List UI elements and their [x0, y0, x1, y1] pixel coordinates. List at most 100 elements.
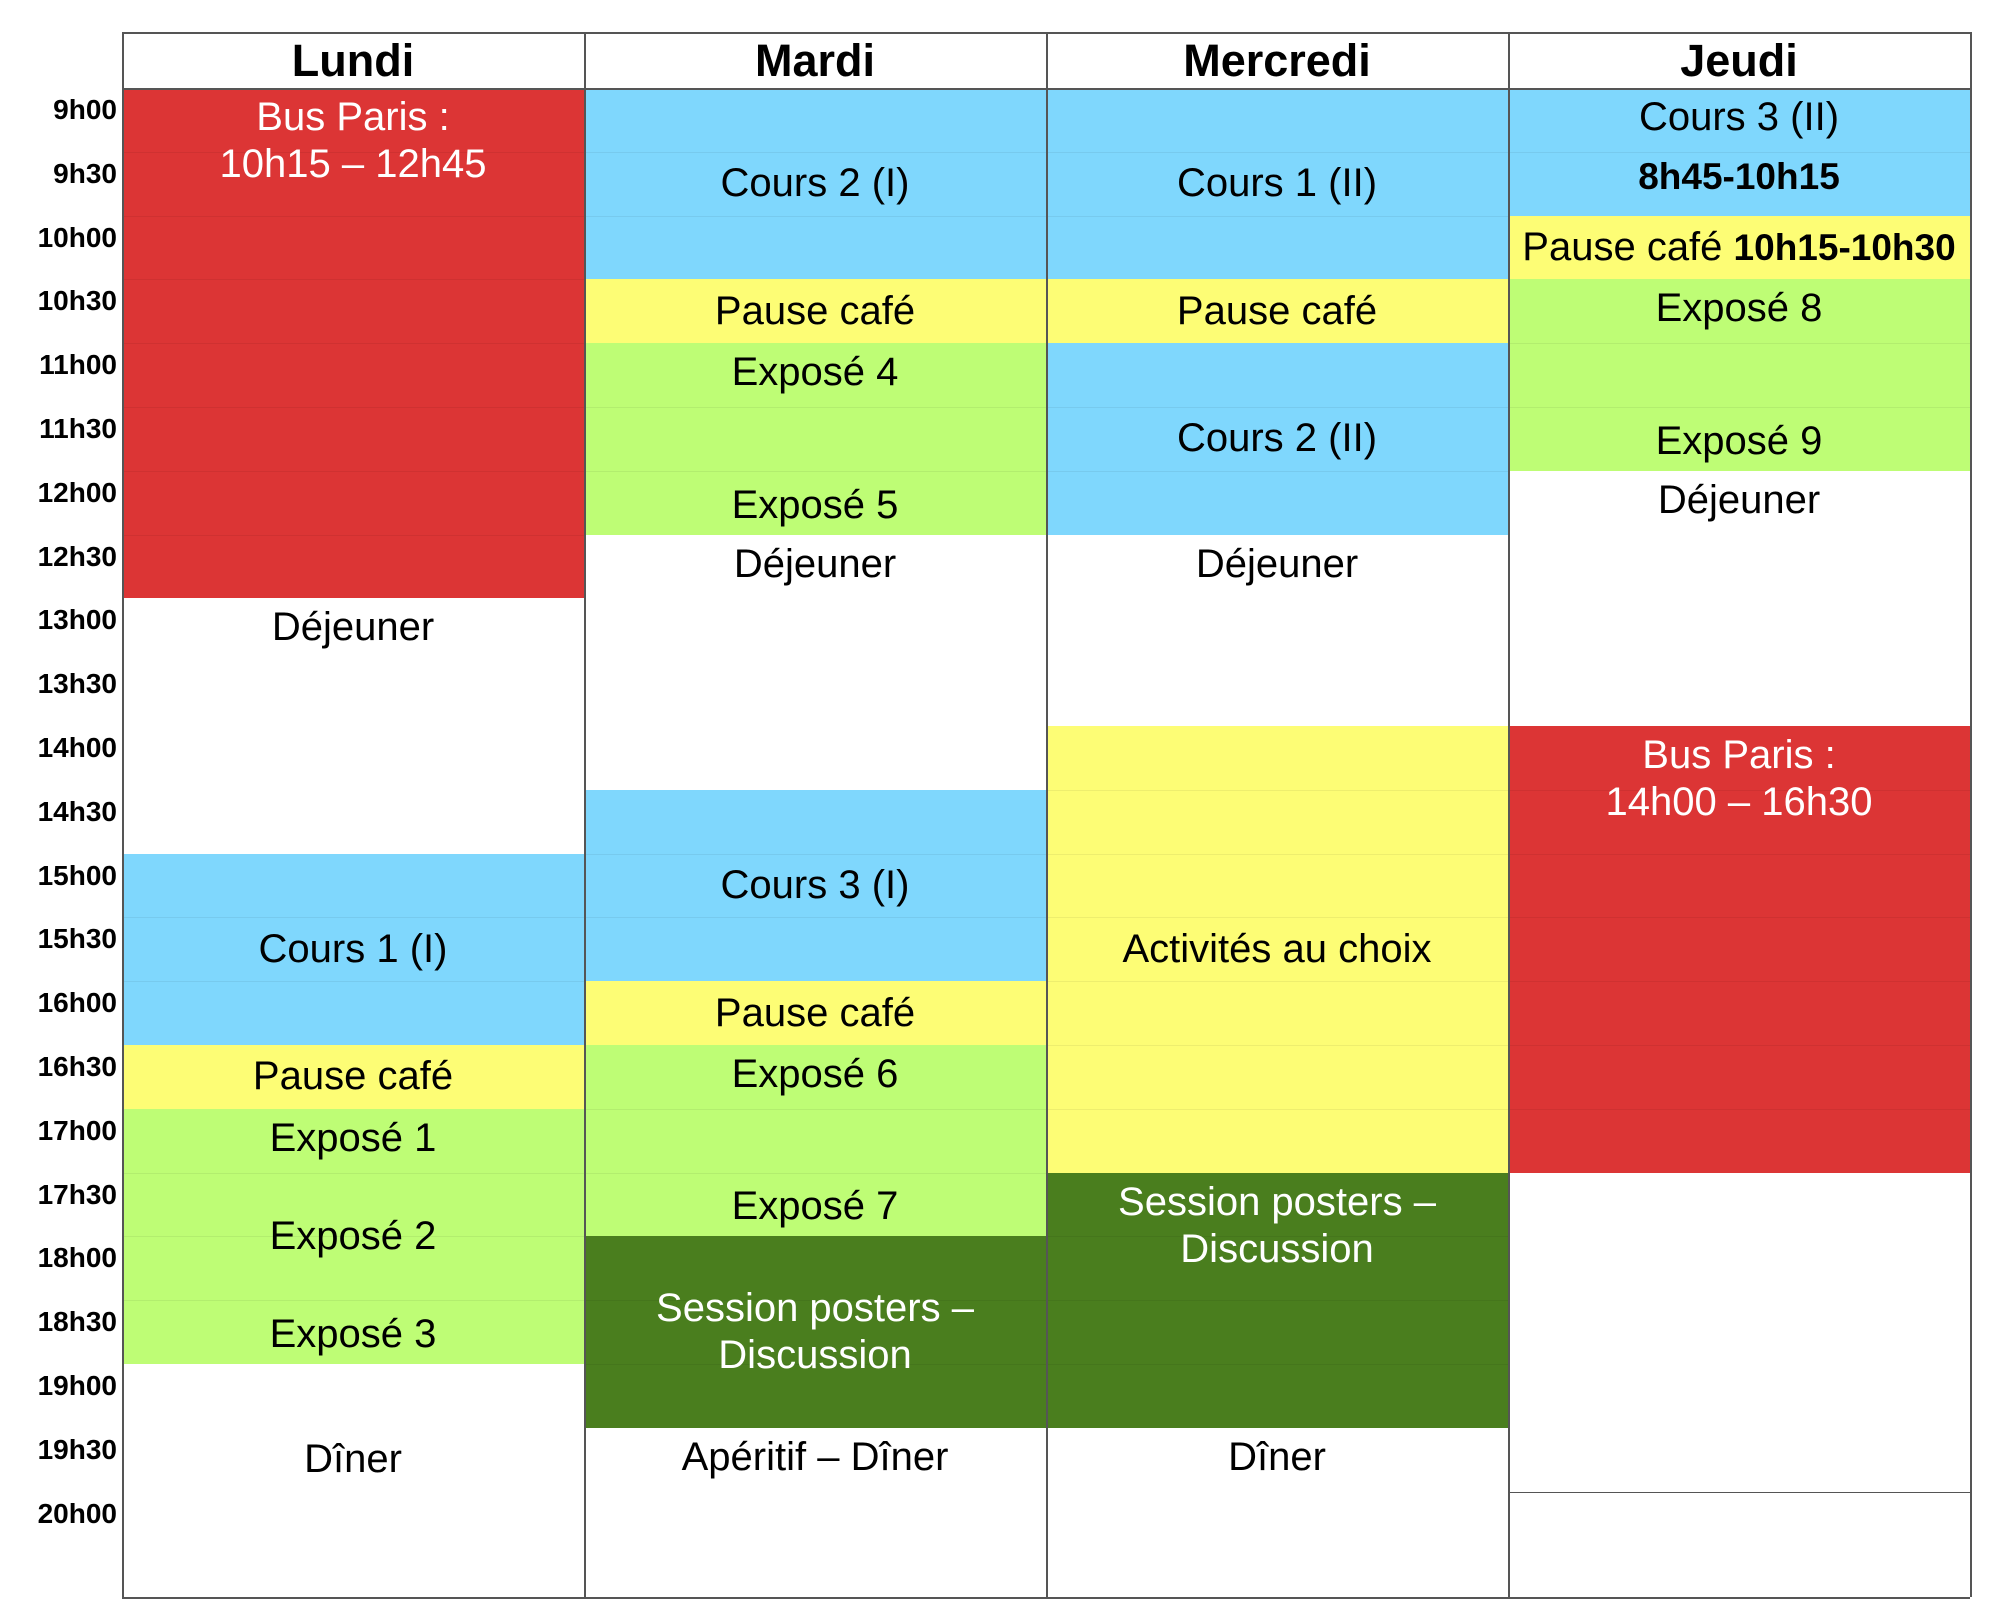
row-separator	[122, 343, 584, 345]
event-text: Bus Paris :10h15 – 12h45	[122, 94, 584, 188]
row-separator	[122, 981, 584, 983]
row-separator	[1046, 1236, 1508, 1238]
event-mardi-pause-cafe: Pause café	[584, 279, 1046, 344]
time-label: 20h00	[37, 1497, 117, 1529]
event-text: Pause café 10h15-10h30	[1508, 224, 1970, 271]
column-border	[1970, 32, 1972, 1598]
event-label: Exposé 7	[731, 1184, 899, 1229]
event-jeudi-dejeuner: Déjeuner	[1508, 470, 1970, 726]
row-separator	[584, 470, 1046, 472]
row-separator	[122, 917, 584, 919]
time-label: 13h00	[37, 604, 117, 636]
column-border	[1046, 32, 1048, 1598]
row-separator	[1046, 917, 1508, 919]
event-label: Exposé 5	[731, 482, 899, 527]
day-header-jeudi: Jeudi	[1680, 35, 1798, 86]
event-text: Cours 1 (I)	[122, 926, 584, 973]
event-label: Pause café	[714, 990, 916, 1035]
event-text: Cours 2 (II)	[1046, 415, 1508, 462]
event-time: 10h15-10h30	[1733, 226, 1956, 268]
time-label: 19h00	[37, 1370, 117, 1401]
event-label: Exposé 9	[1655, 418, 1823, 463]
event-mercredi-diner: Dîner	[1046, 1427, 1508, 1556]
day-header-mercredi: Mercredi	[1183, 35, 1371, 86]
event-label: Bus Paris :	[1642, 733, 1836, 777]
event-jeudi-bus-paris: Bus Paris :14h00 – 16h30	[1508, 726, 1970, 1173]
row-separator	[122, 1172, 584, 1174]
time-label: 11h30	[39, 413, 117, 444]
row-separator	[1508, 1108, 1970, 1110]
time-label: 12h00	[37, 476, 117, 508]
event-label: Pause café	[1176, 288, 1378, 333]
event-label: Discussion	[718, 1333, 912, 1378]
row-separator	[1046, 981, 1508, 983]
row-separator	[1508, 981, 1970, 983]
row-separator	[122, 407, 584, 408]
event-text: Cours 3 (II) 8h45-10h15	[1508, 94, 1970, 200]
event-jeudi-cours-3-ii: Cours 3 (II) 8h45-10h15	[1508, 88, 1970, 216]
time-label: 17h30	[37, 1178, 117, 1210]
event-label: 14h00 – 16h30	[1605, 780, 1873, 824]
event-text: Cours 3 (I)	[584, 862, 1046, 909]
event-label: Session posters –	[656, 1286, 974, 1331]
time-label: 9h30	[53, 157, 117, 189]
row-separator	[584, 1172, 1046, 1174]
jeudi-last-row-border	[1508, 1491, 1970, 1494]
time-label: 17h00	[37, 1114, 117, 1146]
row-separator	[1046, 1108, 1508, 1110]
column-border	[584, 32, 586, 1598]
event-label: Apéritif – Dîner	[681, 1434, 949, 1479]
row-separator	[1508, 343, 1970, 345]
event-text: Dîner	[1046, 1434, 1508, 1481]
row-separator	[584, 1300, 1046, 1302]
time-label: 11h00	[39, 349, 117, 381]
event-label: Session posters –	[1118, 1179, 1436, 1224]
event-mardi-cours-2-i: Cours 2 (I)	[584, 88, 1046, 280]
event-label: Pause café	[714, 288, 916, 333]
event-text: Activités au choix	[1046, 926, 1508, 973]
empty-slot	[1508, 1172, 1970, 1492]
event-text: Cours 2 (I)	[584, 160, 1046, 207]
event-mardi-aperitif-diner: Apéritif – Dîner	[584, 1427, 1046, 1556]
event-label: Pause café 10h15-10h30	[1522, 224, 1956, 269]
row-separator	[1508, 1045, 1970, 1046]
row-separator	[122, 470, 584, 472]
event-lundi-pause-cafe: Pause café	[122, 1045, 584, 1109]
event-label: Cours 3 (II)	[1638, 95, 1840, 139]
event-label: Activités au choix	[1122, 926, 1432, 971]
column-border	[122, 32, 124, 1598]
row-separator	[1046, 1045, 1508, 1046]
event-text: Session posters – Discussion	[584, 1285, 1046, 1379]
event-label: Déjeuner	[271, 605, 435, 650]
row-separator	[1046, 151, 1508, 153]
time-label: 18h30	[37, 1306, 117, 1338]
event-text: Cours 1 (II)	[1046, 160, 1508, 207]
event-jeudi-pause-cafe: Pause café 10h15-10h30	[1508, 215, 1970, 280]
event-label: 10h15 – 12h45	[219, 142, 487, 186]
row-separator	[1508, 853, 1970, 855]
event-text: Session posters – Discussion	[1046, 1179, 1508, 1273]
event-mardi-pause-cafe: Pause café	[584, 981, 1046, 1045]
row-separator	[1508, 151, 1970, 153]
time-label: 13h30	[37, 668, 117, 700]
row-separator	[584, 853, 1046, 855]
event-mardi-dejeuner: Déjeuner	[584, 534, 1046, 790]
event-lundi-diner: Dîner	[122, 1364, 584, 1556]
event-mardi-expose-6: Exposé 6 Exposé 7	[584, 1045, 1046, 1237]
day-header-lundi: Lundi	[291, 35, 415, 86]
time-label: 14h30	[37, 795, 117, 827]
row-separator	[1046, 1300, 1508, 1302]
row-separator	[1508, 917, 1970, 919]
event-label: Dîner	[1228, 1434, 1326, 1479]
event-text: Pause café	[584, 288, 1046, 335]
event-text: Apéritif – Dîner	[584, 1434, 1046, 1481]
row-separator	[1046, 1363, 1508, 1365]
event-label: Discussion	[1180, 1226, 1374, 1271]
event-mercredi-dejeuner: Déjeuner	[1046, 534, 1508, 726]
event-time: 8h45-10h15	[1638, 156, 1840, 197]
time-label: 19h30	[37, 1433, 117, 1465]
day-header-mardi: Mardi	[754, 35, 875, 86]
row-separator	[584, 215, 1046, 217]
row-separator	[584, 406, 1046, 408]
